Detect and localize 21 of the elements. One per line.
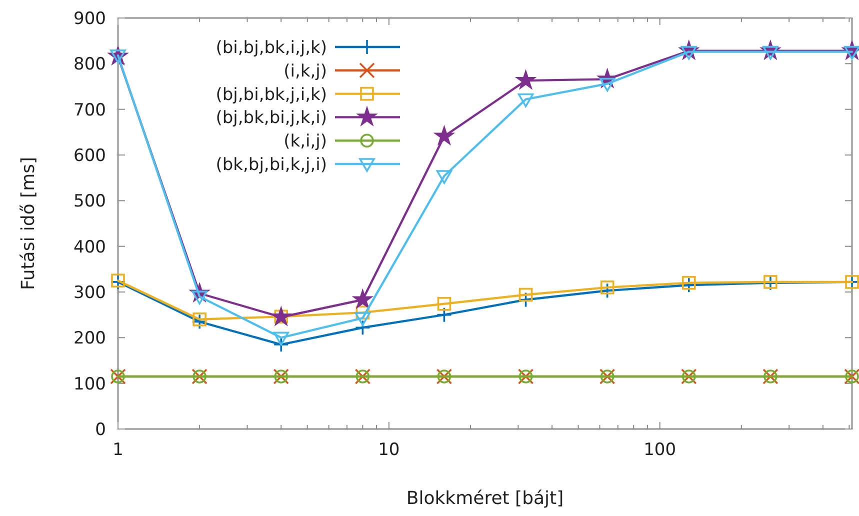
legend-label: (i,k,j) [284, 61, 327, 82]
y-tick-label: 900 [74, 9, 106, 29]
legend-label: (bj,bi,bk,j,i,k) [216, 84, 327, 105]
y-axis-title: Futási idő [ms] [18, 156, 39, 290]
x-tick-label: 100 [644, 440, 676, 460]
y-tick-label: 300 [74, 283, 106, 303]
y-tick-label: 500 [74, 192, 106, 212]
legend-label: (bi,bj,bk,i,j,k) [216, 38, 327, 58]
x-tick-label: 10 [378, 440, 400, 460]
y-tick-label: 600 [74, 146, 106, 166]
y-tick-label: 700 [74, 100, 106, 120]
y-tick-label: 100 [74, 374, 106, 394]
y-tick-label: 0 [95, 420, 106, 440]
legend-label: (bk,bj,bi,k,j,i) [216, 155, 327, 175]
y-tick-label: 800 [74, 54, 106, 75]
x-tick-label: 1 [112, 440, 124, 460]
y-tick-label: 400 [74, 237, 106, 258]
y-tick-label: 200 [74, 328, 106, 349]
legend-label: (k,i,j) [284, 132, 327, 152]
x-axis-title: Blokkméret [bájt] [406, 488, 564, 509]
legend-label: (bj,bk,bi,j,k,i) [216, 108, 327, 128]
